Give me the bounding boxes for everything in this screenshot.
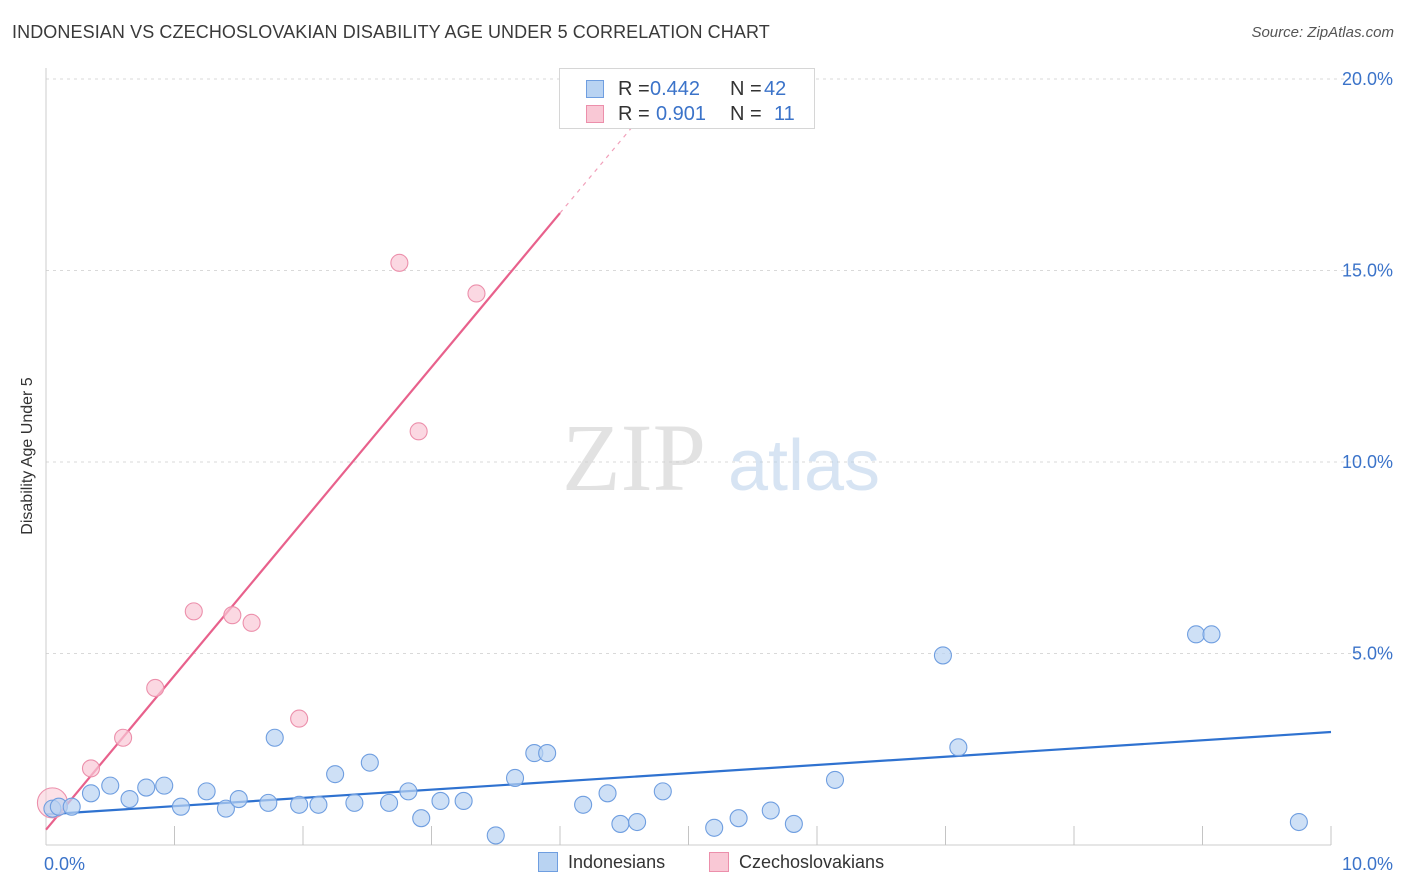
y-tick-label: 5.0% xyxy=(1352,644,1393,664)
pink-data-point xyxy=(184,602,203,621)
blue-data-point xyxy=(574,795,593,814)
bottom-legend-label: Indonesians xyxy=(568,852,666,872)
blue-data-point xyxy=(101,776,120,795)
legend-n-value: 11 xyxy=(774,103,795,125)
axis-layer xyxy=(45,68,1332,846)
blue-data-point xyxy=(265,728,284,747)
blue-data-point xyxy=(155,776,174,795)
blue-data-point xyxy=(137,778,156,797)
blue-data-point xyxy=(761,801,780,820)
pink-data-point xyxy=(223,606,242,625)
pink-data-point xyxy=(242,613,261,632)
blue-data-point xyxy=(216,799,235,818)
pink-trendline-extension xyxy=(559,113,644,214)
x-tick-label: 10.0% xyxy=(1342,854,1393,874)
grid-layer xyxy=(46,78,1362,654)
legend-swatch-blue xyxy=(586,80,604,98)
y-tick-label: 15.0% xyxy=(1342,261,1393,281)
points-layer xyxy=(36,253,1308,845)
tick-label-layer: 5.0% 10.0% 15.0% 20.0% 0.0% 10.0% xyxy=(44,69,1393,874)
y-axis-label: Disability Age Under 5 xyxy=(19,377,36,535)
blue-data-point xyxy=(360,753,379,772)
y-tick-label: 20.0% xyxy=(1342,69,1393,89)
blue-data-point xyxy=(431,791,450,811)
blue-data-point xyxy=(380,793,399,812)
blue-data-point xyxy=(538,744,557,763)
watermark: ZIP atlas xyxy=(562,404,880,511)
pink-trendline xyxy=(45,212,561,831)
watermark-zip: ZIP xyxy=(562,404,706,511)
blue-data-point xyxy=(399,782,418,801)
blue-data-point xyxy=(454,791,473,811)
blue-data-point xyxy=(825,770,845,789)
blue-data-point xyxy=(259,793,278,812)
blue-data-point xyxy=(345,793,364,812)
legend-n-label: N = xyxy=(730,78,762,100)
pink-data-point xyxy=(81,759,101,778)
source-credit: Source: ZipAtlas.com xyxy=(1251,24,1394,41)
legend-r-label: R = xyxy=(618,103,650,125)
y-tick-label: 10.0% xyxy=(1342,452,1393,472)
pink-data-point xyxy=(467,284,486,303)
blue-data-point xyxy=(784,814,803,833)
blue-data-point xyxy=(628,812,647,832)
pink-data-point xyxy=(409,422,428,441)
watermark-atlas: atlas xyxy=(728,426,880,506)
blue-data-point xyxy=(729,809,748,828)
pink-data-point xyxy=(290,709,309,728)
blue-data-point xyxy=(505,768,525,788)
pink-data-point xyxy=(390,253,409,272)
bottom-legend-indonesians: Indonesians xyxy=(538,852,665,876)
blue-data-point xyxy=(326,765,345,784)
blue-data-point xyxy=(1202,625,1221,644)
blue-data-point xyxy=(611,814,630,833)
blue-data-point xyxy=(81,784,101,803)
bottom-legend-czechoslovakians: Czechoslovakians xyxy=(709,852,884,876)
legend-n-label: N = xyxy=(730,103,762,125)
blue-data-point xyxy=(1187,625,1206,644)
correlation-legend: R = 0.442 N = 42 R = 0.901 N = 11 xyxy=(559,68,815,129)
blue-data-point xyxy=(171,797,190,816)
blue-data-point xyxy=(290,795,309,814)
pink-data-point xyxy=(114,728,133,747)
legend-r-value: 0.901 xyxy=(656,103,707,125)
blue-data-point xyxy=(197,782,216,801)
chart-title: INDONESIAN VS CZECHOSLOVAKIAN DISABILITY… xyxy=(12,22,770,42)
x-tick-label: 0.0% xyxy=(44,854,85,874)
blue-data-point xyxy=(1289,812,1308,832)
blue-data-point xyxy=(949,738,968,757)
legend-r-label: R = xyxy=(618,78,650,100)
bottom-legend-label: Czechoslovakians xyxy=(739,852,885,872)
blue-data-point xyxy=(486,826,505,845)
legend-swatch-pink xyxy=(586,105,604,123)
blue-data-point xyxy=(229,789,248,809)
blue-data-point xyxy=(62,797,81,816)
blue-data-point xyxy=(412,809,431,828)
blue-data-point xyxy=(705,818,724,837)
legend-n-value: 42 xyxy=(764,78,787,100)
blue-data-point xyxy=(598,784,617,803)
bottom-legend-swatch-blue xyxy=(538,852,558,872)
bottom-legend-swatch-pink xyxy=(709,852,729,872)
blue-data-point xyxy=(120,789,139,809)
legend-r-value: 0.442 xyxy=(650,78,701,100)
blue-data-point xyxy=(933,646,952,665)
pink-data-point xyxy=(146,678,165,698)
blue-data-point xyxy=(653,782,672,801)
blue-data-point xyxy=(309,795,328,814)
